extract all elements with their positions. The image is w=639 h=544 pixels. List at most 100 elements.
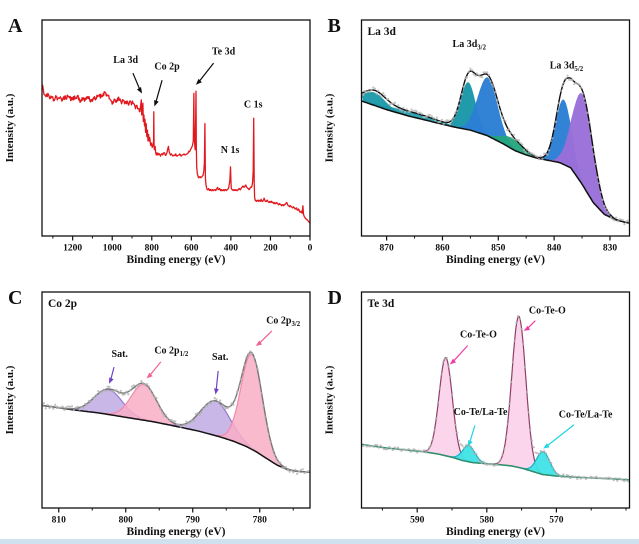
annotation-arrowhead bbox=[214, 388, 219, 395]
fit-component-La3d32-blue bbox=[447, 77, 528, 156]
x-tick-label: 200 bbox=[263, 244, 278, 254]
annotation-label: Co 2p bbox=[154, 62, 180, 73]
x-axis-label: Binding energy (eV) bbox=[446, 526, 545, 538]
panel-letter-b: B bbox=[328, 15, 341, 37]
x-axis-label: Binding energy (eV) bbox=[126, 526, 225, 538]
annotation-label: La 3d3/2 bbox=[453, 39, 487, 52]
annotation-arrowhead bbox=[543, 443, 550, 449]
annotation-arrowhead bbox=[146, 372, 153, 379]
fit-component-green-bump bbox=[467, 129, 557, 162]
x-tick-label: 830 bbox=[603, 244, 618, 254]
annotation-label: Co-Te/La-Te bbox=[454, 407, 508, 418]
panel-C: 810 800 790 780 Binding energy (eV) Intensity… bbox=[0, 272, 319, 544]
annotation-arrowhead bbox=[523, 325, 531, 331]
raw-data-scatter bbox=[361, 67, 630, 226]
x-tick-label: 850 bbox=[491, 244, 506, 254]
axes-box bbox=[360, 19, 631, 237]
y-axis-label: Intensity (a.u.) bbox=[4, 93, 16, 162]
x-tick-label: 400 bbox=[224, 244, 239, 254]
annotation-arrow-line bbox=[258, 330, 273, 345]
panel-letter-a: A bbox=[8, 15, 23, 37]
annotation-label: Co 2p3/2 bbox=[266, 315, 301, 328]
annotation-arrow-line bbox=[132, 72, 141, 91]
annotation-arrow-line bbox=[155, 80, 163, 103]
panel-A: 1200 1000 800 600 400 200 0 Binding energy (eV)… bbox=[0, 0, 319, 272]
annotation-arrowhead bbox=[109, 377, 114, 384]
x-tick-label: 800 bbox=[145, 244, 160, 254]
panel-c-co2p-chart: 810 800 790 780 Binding energy (eV) Intensity… bbox=[0, 272, 319, 544]
annotation-arrowhead bbox=[449, 358, 457, 365]
annotation-label: Te 3d bbox=[212, 47, 236, 58]
fit-component-sat-teal-edge bbox=[361, 91, 419, 119]
y-axis-label: Intensity (a.u.) bbox=[324, 93, 336, 162]
x-tick-label: 790 bbox=[186, 516, 201, 526]
annotation-arrowhead bbox=[154, 99, 159, 107]
raw-data-scatter bbox=[361, 315, 630, 483]
annotation-label: La 3d5/2 bbox=[550, 61, 584, 74]
annotation-arrowhead bbox=[136, 87, 143, 94]
panel-b-la3d-chart: 870 860 850 840 830 Binding energy (eV) Intens… bbox=[319, 0, 639, 272]
annotations: La 3d3/2 La 3d5/2 bbox=[453, 39, 584, 73]
plot-area-D bbox=[361, 315, 630, 483]
baseline-curve bbox=[361, 100, 630, 224]
survey-spectrum-line bbox=[42, 84, 310, 224]
annotation-arrow-line bbox=[452, 345, 469, 363]
annotation-label: Co-Te/La-Te bbox=[559, 409, 613, 420]
annotation-arrowhead bbox=[468, 439, 473, 447]
x-tick-label: 1000 bbox=[103, 244, 122, 254]
panel-letter-d: D bbox=[328, 287, 342, 309]
x-tick-label: 860 bbox=[435, 244, 450, 254]
annotation-label: Co-Te-O bbox=[529, 306, 566, 317]
x-tick-label: 840 bbox=[547, 244, 562, 254]
panel-d-te3d-chart: 590 580 570 Binding energy (eV) Intensity (a… bbox=[319, 272, 639, 544]
annotations: La 3d Co 2p Te 3d N 1s C 1s bbox=[113, 47, 262, 156]
annotation-arrow-line bbox=[215, 370, 219, 391]
annotation-label: La 3d bbox=[113, 55, 138, 66]
annotation-arrow-line bbox=[546, 424, 575, 447]
x-axis-ticks: 590 580 570 bbox=[381, 508, 627, 526]
panel-title: La 3d bbox=[368, 26, 397, 38]
panel-B: 870 860 850 840 830 Binding energy (eV) Intens… bbox=[319, 0, 639, 272]
plot-area-A bbox=[42, 84, 310, 224]
annotation-arrow-line bbox=[198, 62, 215, 83]
raw-data-scatter bbox=[42, 350, 310, 475]
y-axis-label: Intensity (a.u.) bbox=[4, 365, 16, 434]
x-tick-label: 810 bbox=[52, 516, 67, 526]
panel-a-survey-chart: 1200 1000 800 600 400 200 0 Binding energy (eV)… bbox=[0, 0, 319, 272]
x-axis-ticks: 810 800 790 780 bbox=[52, 508, 294, 526]
panel-D: 590 580 570 Binding energy (eV) Intensity (a… bbox=[319, 272, 639, 544]
x-tick-label: 570 bbox=[549, 516, 564, 526]
x-tick-label: 0 bbox=[308, 244, 313, 254]
annotations: Sat. Co 2p1/2 Sat. Co 2p3/2 bbox=[109, 315, 301, 395]
x-tick-label: 580 bbox=[480, 516, 495, 526]
x-tick-label: 780 bbox=[253, 516, 268, 526]
annotation-label: Co 2p1/2 bbox=[154, 346, 189, 359]
x-tick-label: 870 bbox=[380, 244, 395, 254]
plot-area-B bbox=[361, 67, 630, 226]
axes-box bbox=[41, 19, 311, 237]
annotation-arrowhead bbox=[195, 78, 202, 85]
panel-title: Te 3d bbox=[368, 298, 395, 310]
x-axis-ticks: 1200 1000 800 600 400 200 0 bbox=[52, 236, 313, 254]
x-tick-label: 1200 bbox=[63, 244, 82, 254]
annotation-label: N 1s bbox=[221, 145, 240, 156]
annotation-label: C 1s bbox=[244, 99, 263, 110]
annotation-label: Sat. bbox=[212, 352, 229, 363]
baseline-curve bbox=[42, 404, 310, 474]
annotation-arrow-line bbox=[469, 425, 476, 443]
fit-component-La3d52-purple bbox=[541, 93, 624, 222]
axes-box bbox=[360, 291, 631, 509]
x-tick-label: 800 bbox=[119, 516, 134, 526]
annotations: Co-Te-O Co-Te-O Co-Te/La-Te Co-Te/La-Te bbox=[449, 306, 613, 449]
panel-letter-c: C bbox=[8, 287, 22, 309]
bottom-strip bbox=[0, 539, 639, 544]
x-axis-ticks: 870 860 850 840 830 bbox=[380, 236, 618, 254]
annotation-arrow-line bbox=[149, 361, 162, 377]
x-tick-label: 600 bbox=[184, 244, 199, 254]
plot-area-C bbox=[42, 350, 310, 475]
x-tick-label: 590 bbox=[410, 516, 425, 526]
x-axis-label: Binding energy (eV) bbox=[126, 254, 225, 266]
annotation-arrow-line bbox=[110, 366, 115, 381]
